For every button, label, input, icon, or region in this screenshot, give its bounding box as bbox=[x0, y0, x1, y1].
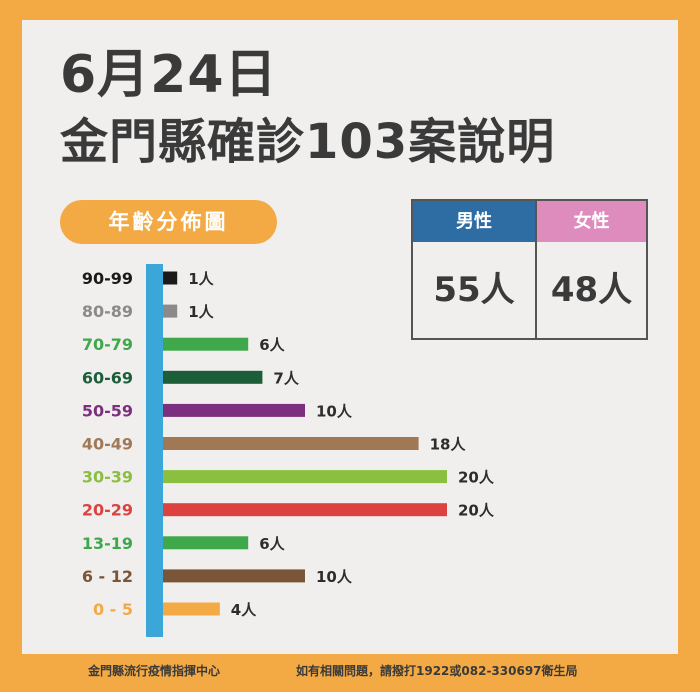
category-label: 50-59 bbox=[82, 401, 133, 420]
value-label: 20人 bbox=[458, 469, 495, 487]
female-header: 女性 bbox=[537, 201, 646, 242]
female-count: 48人 bbox=[550, 270, 633, 310]
category-label: 80-89 bbox=[82, 302, 133, 321]
bar bbox=[163, 602, 220, 616]
category-label: 30-39 bbox=[82, 468, 133, 487]
male-header: 男性 bbox=[413, 201, 535, 242]
category-label: 20-29 bbox=[82, 501, 133, 520]
category-label: 70-79 bbox=[82, 335, 133, 354]
value-label: 1人 bbox=[188, 270, 214, 288]
value-label: 10人 bbox=[316, 568, 353, 586]
bar bbox=[163, 403, 305, 417]
category-label: 13-19 bbox=[82, 534, 133, 553]
footer-contact: 如有相關問題，請撥打1922或082-330697衛生局 bbox=[296, 664, 578, 678]
category-label: 6 - 12 bbox=[82, 567, 133, 586]
bar bbox=[163, 304, 178, 318]
footer-organization: 金門縣流行疫情指揮中心 bbox=[88, 664, 221, 678]
category-label: 40-49 bbox=[82, 435, 133, 454]
date-title: 6月24日 bbox=[60, 45, 278, 105]
bar bbox=[163, 569, 305, 583]
value-label: 1人 bbox=[188, 303, 214, 321]
value-label: 4人 bbox=[231, 601, 257, 619]
gender-table: 男性 女性 55人 48人 bbox=[411, 199, 648, 340]
bar bbox=[163, 370, 263, 384]
table-divider bbox=[535, 201, 537, 338]
case-title: 金門縣確診103案說明 bbox=[60, 114, 556, 170]
bar bbox=[163, 437, 419, 450]
value-label: 6人 bbox=[259, 535, 285, 553]
value-label: 10人 bbox=[316, 402, 353, 420]
bar bbox=[163, 536, 249, 550]
category-label: 60-69 bbox=[82, 368, 133, 387]
bar bbox=[163, 470, 447, 484]
value-label: 6人 bbox=[259, 336, 285, 354]
bar bbox=[163, 503, 447, 517]
value-label: 18人 bbox=[430, 436, 467, 454]
category-label: 90-99 bbox=[82, 269, 133, 288]
male-count: 55人 bbox=[433, 270, 515, 310]
category-label: 0 - 5 bbox=[93, 600, 133, 619]
bar bbox=[163, 271, 178, 285]
section-label-pill: 年齡分佈圖 bbox=[60, 200, 277, 244]
value-label: 7人 bbox=[273, 369, 299, 387]
bar bbox=[163, 337, 249, 351]
chart-axis bbox=[146, 264, 163, 637]
value-label: 20人 bbox=[458, 502, 495, 520]
